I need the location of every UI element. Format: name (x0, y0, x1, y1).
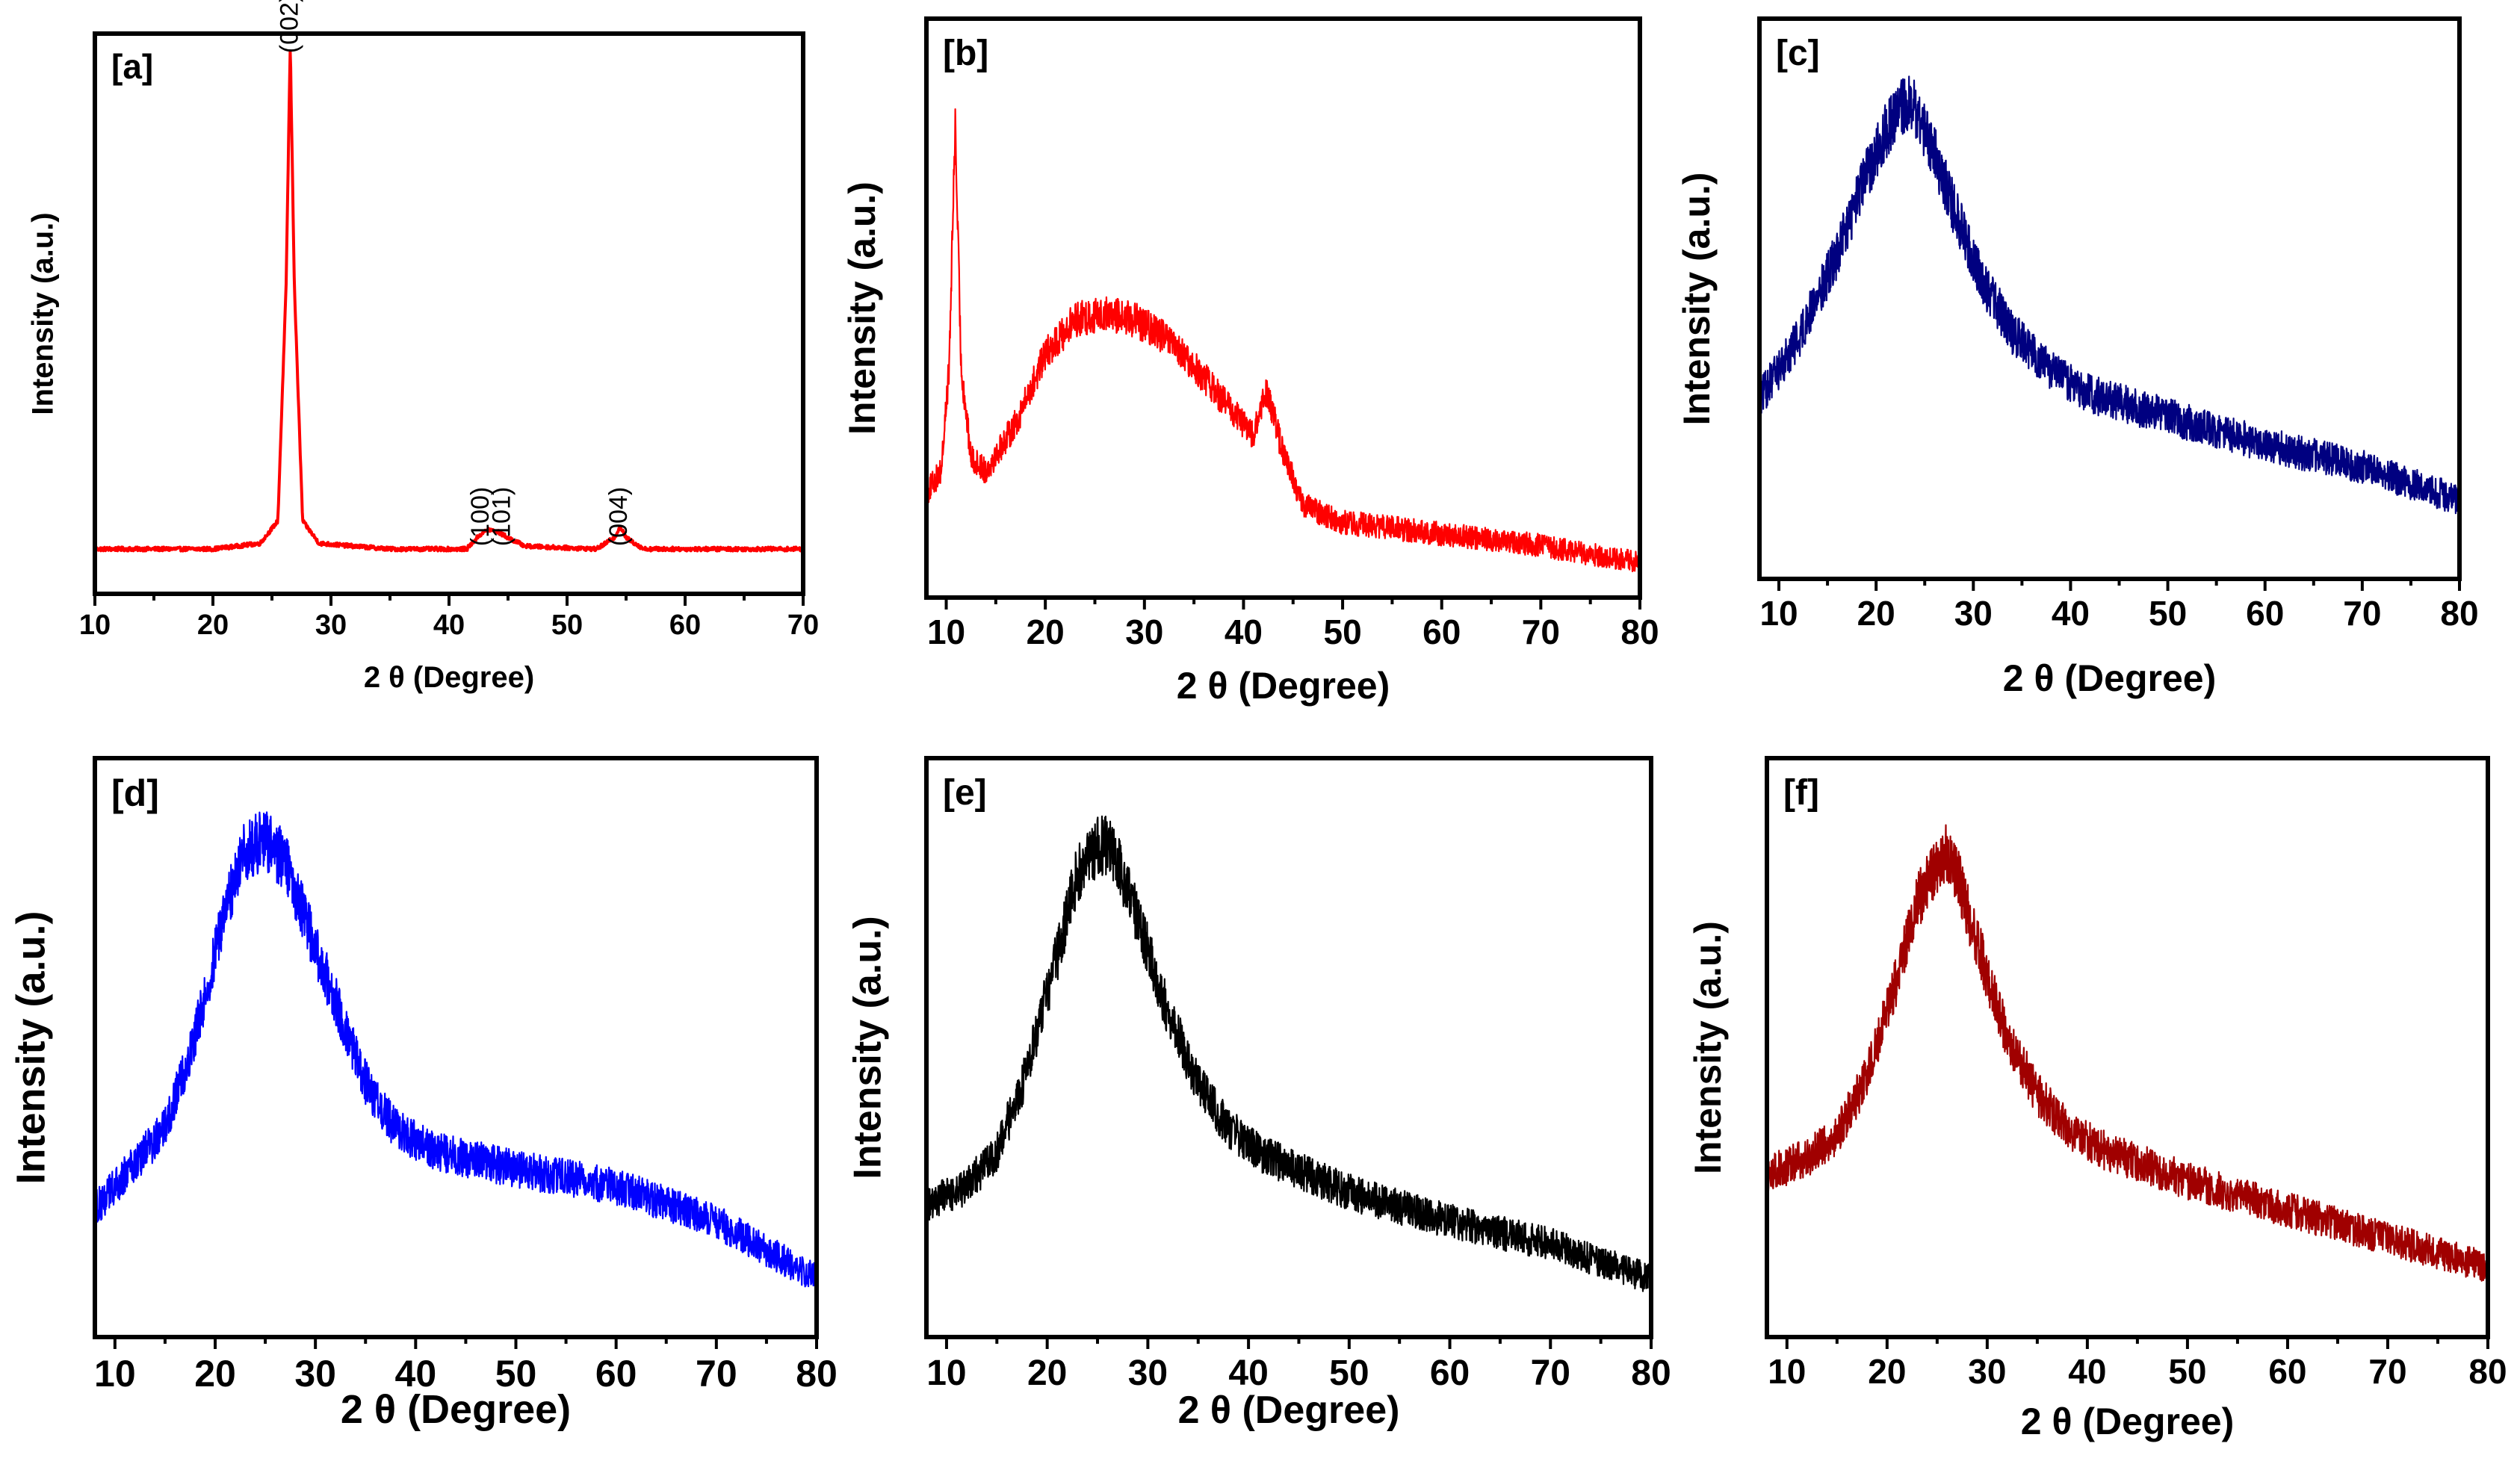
data-trace (925, 108, 1641, 573)
peak-label: (002) (275, 0, 303, 53)
x-tick-label: 10 (94, 1353, 136, 1395)
x-tick-label: 70 (2368, 1352, 2406, 1391)
x-tick-label: 20 (1857, 594, 1895, 633)
x-tick-label: 10 (927, 612, 965, 651)
x-tick-label: 40 (1228, 1353, 1268, 1393)
x-tick-label: 40 (2052, 594, 2090, 633)
x-tick-label: 50 (1323, 612, 1361, 651)
data-trace (1758, 75, 2461, 515)
x-tick-label: 30 (315, 610, 347, 641)
x-tick-label: 30 (1968, 1352, 2006, 1391)
x-tick-label: 30 (1125, 612, 1163, 651)
x-axis-label: 2 θ (Degree) (364, 661, 534, 694)
x-tick-label: 70 (1522, 612, 1560, 651)
x-tick-label: 20 (1868, 1352, 1906, 1391)
x-tick-label: 60 (2246, 594, 2284, 633)
peak-label: (100) (466, 487, 495, 546)
panel-label: [e] (943, 773, 987, 813)
data-trace (925, 815, 1653, 1294)
x-tick-label: 80 (1620, 612, 1659, 651)
plot-frame (924, 16, 1642, 600)
peak-label: (101) (488, 487, 516, 546)
x-tick-label: 10 (1759, 594, 1798, 633)
x-axis-label: 2 θ (Degree) (2003, 657, 2216, 699)
panel-label: [c] (1776, 34, 1820, 73)
panel-label: [f] (1783, 773, 1819, 813)
x-axis-label: 2 θ (Degree) (1178, 1389, 1400, 1432)
y-axis-label: Intensity (a.u.) (841, 182, 883, 435)
x-tick-label: 60 (669, 610, 701, 641)
x-tick-label: 10 (79, 610, 111, 641)
x-tick-label: 60 (2268, 1352, 2306, 1391)
panel-label: [b] (943, 34, 988, 73)
plot-frame (93, 756, 819, 1339)
panel-label: [d] (111, 772, 159, 814)
x-tick-label: 80 (796, 1353, 838, 1395)
x-tick-label: 30 (1954, 594, 1993, 633)
panel-d: 10 20 30 40 50 60 70 80 2 θ (Degree) Intensity (a… (8, 756, 838, 1432)
x-axis-label: 2 θ (Degree) (2021, 1401, 2234, 1442)
panel-a: 10 20 30 40 50 60 70 2 θ (Degree) Intensity (a.u… (27, 0, 820, 694)
x-tick-label: 70 (787, 610, 819, 641)
x-tick-label: 20 (197, 610, 229, 641)
y-axis-label: Intensity (a.u.) (27, 212, 60, 415)
x-tick-label: 30 (1128, 1353, 1168, 1393)
x-tick-label: 50 (1329, 1353, 1369, 1393)
data-trace (93, 811, 818, 1294)
x-tick-label: 50 (495, 1353, 537, 1395)
x-tick-label: 40 (395, 1353, 437, 1395)
panel-e: 10 20 30 40 50 60 70 80 2 θ (Degree) Intensity (a… (846, 756, 1671, 1432)
x-tick-label: 20 (1027, 612, 1065, 651)
x-tick-label: 20 (194, 1353, 236, 1395)
x-tick-label: 40 (433, 610, 465, 641)
x-tick-label: 70 (1531, 1353, 1570, 1393)
x-tick-label: 60 (595, 1353, 637, 1395)
y-axis-label: Intensity (a.u.) (1676, 173, 1718, 426)
data-trace (93, 49, 805, 553)
x-tick-label: 80 (1631, 1353, 1671, 1393)
x-tick-label: 70 (696, 1353, 737, 1395)
peak-label: (004) (604, 487, 633, 546)
panel-b: 10 20 30 40 50 60 70 80 2 θ (Degree) Intensity (a… (841, 16, 1659, 707)
x-tick-label: 60 (1422, 612, 1461, 651)
panel-f: 10 20 30 40 50 60 70 80 2 θ (Degree) Intensity (a… (1687, 756, 2507, 1442)
x-tick-label: 10 (1768, 1352, 1806, 1391)
plot-frame (93, 31, 805, 596)
panel-c: 10 20 30 40 50 60 70 80 2 θ (Degree) Intensity (a… (1676, 16, 2479, 699)
x-axis-label: 2 θ (Degree) (341, 1387, 571, 1432)
x-tick-label: 40 (1225, 612, 1263, 651)
x-tick-label: 50 (551, 610, 583, 641)
x-axis-label: 2 θ (Degree) (1177, 665, 1390, 707)
plot-frame (1765, 756, 2490, 1339)
y-axis-label: Intensity (a.u.) (8, 911, 53, 1184)
plot-frame (924, 756, 1653, 1339)
x-tick-label: 40 (2068, 1352, 2106, 1391)
data-trace (1765, 824, 2489, 1283)
x-tick-label: 50 (2149, 594, 2187, 633)
x-tick-label: 80 (2440, 594, 2478, 633)
y-axis-label: Intensity (a.u.) (1687, 921, 1729, 1174)
y-axis-label: Intensity (a.u.) (846, 916, 890, 1179)
x-tick-label: 70 (2343, 594, 2381, 633)
x-tick-label: 80 (2468, 1352, 2507, 1391)
plot-frame (1757, 16, 2462, 581)
panel-label: [a] (111, 47, 153, 86)
x-tick-label: 30 (294, 1353, 336, 1395)
x-tick-label: 50 (2168, 1352, 2206, 1391)
x-tick-label: 60 (1430, 1353, 1470, 1393)
x-tick-label: 20 (1027, 1353, 1067, 1393)
x-tick-label: 10 (926, 1353, 966, 1393)
